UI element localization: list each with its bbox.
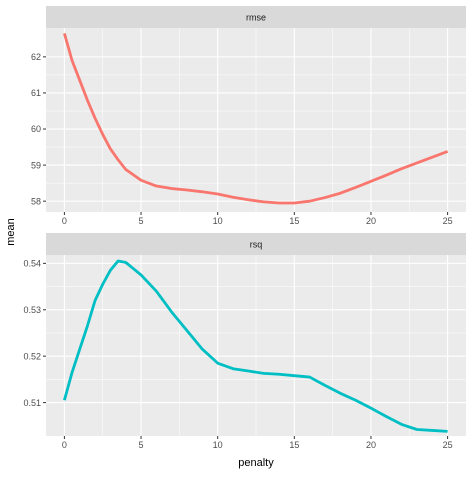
strip-background	[46, 6, 466, 28]
y-tick-label: 0.52	[23, 351, 41, 361]
x-tick-label: 15	[289, 216, 299, 226]
series-line-rsq	[63, 259, 448, 433]
panel-rmse: rmse 58 59 60 61 62 0 5 10 15 20 25	[31, 6, 466, 226]
y-tick-label: 59	[31, 160, 41, 170]
x-tick-label: 10	[213, 216, 223, 226]
x-tick-label: 20	[366, 216, 376, 226]
x-axis-title: penalty	[238, 457, 274, 469]
x-tick-label: 15	[289, 440, 299, 450]
y-axis-title: mean	[5, 218, 17, 246]
x-tick-label: 25	[443, 440, 453, 450]
strip-label: rmse	[246, 13, 266, 23]
y-tick-label: 0.51	[23, 398, 41, 408]
y-tick-label: 0.54	[23, 259, 41, 269]
x-tick-label: 5	[139, 216, 144, 226]
y-tick-label: 60	[31, 124, 41, 134]
x-tick-label: 0	[62, 440, 67, 450]
panel-rsq: rsq 0.51 0.52 0.53 0.54 0 5 10 15 20 25	[23, 233, 466, 450]
x-tick-label: 10	[213, 440, 223, 450]
series-line-rmse	[63, 33, 449, 205]
strip-background	[46, 233, 466, 255]
y-tick-label: 0.53	[23, 305, 41, 315]
x-tick-label: 25	[443, 216, 453, 226]
y-tick-label: 61	[31, 88, 41, 98]
strip-label: rsq	[250, 240, 263, 250]
y-tick-label: 58	[31, 196, 41, 206]
x-tick-label: 5	[139, 440, 144, 450]
x-tick-label: 0	[62, 216, 67, 226]
y-tick-label: 62	[31, 52, 41, 62]
x-tick-label: 20	[366, 440, 376, 450]
